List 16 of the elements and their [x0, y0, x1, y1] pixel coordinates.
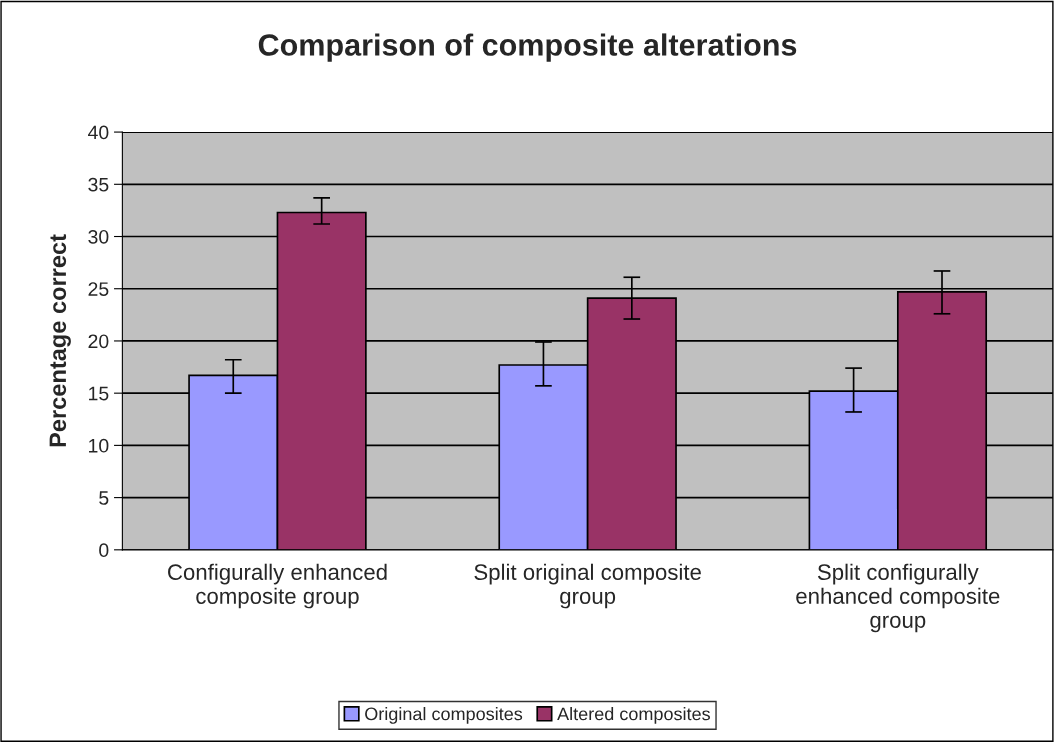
y-tick-label: 15 — [89, 386, 109, 401]
y-tick-label: 10 — [89, 438, 109, 453]
y-tick-label: 25 — [88, 282, 109, 296]
y-tick-label: 20 — [88, 334, 109, 349]
legend-label: Altered composites — [557, 707, 710, 724]
chart-title: Comparison of composite alterations — [258, 33, 797, 62]
x-tick-label: Configurally enhanced composite group — [168, 563, 387, 609]
y-axis-title: Percentage correct — [49, 234, 71, 447]
y-tick-label: 0 — [99, 543, 109, 558]
y-tick-label: 35 — [88, 177, 109, 192]
y-tick-label: 5 — [99, 491, 109, 505]
y-tick-label: 30 — [88, 229, 109, 244]
y-tick-label: 40 — [88, 125, 109, 140]
legend-label: Original composites — [365, 707, 523, 724]
x-tick-label: Split configurally enhanced composite group — [796, 563, 1000, 633]
x-tick-label: Split original composite group — [474, 563, 701, 609]
